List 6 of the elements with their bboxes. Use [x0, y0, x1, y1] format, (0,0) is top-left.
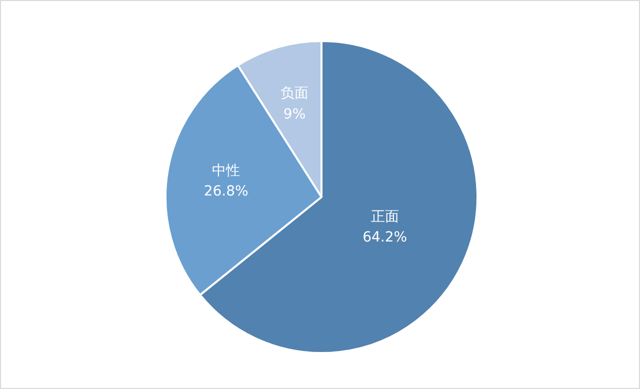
slice-label: 中性	[212, 162, 240, 179]
slice-label: 负面	[280, 86, 309, 102]
data-label: 64.2%	[362, 230, 408, 246]
data-label: 9%	[283, 106, 306, 123]
slice-label: 正面	[370, 208, 399, 225]
data-label: 26.8%	[204, 184, 248, 200]
